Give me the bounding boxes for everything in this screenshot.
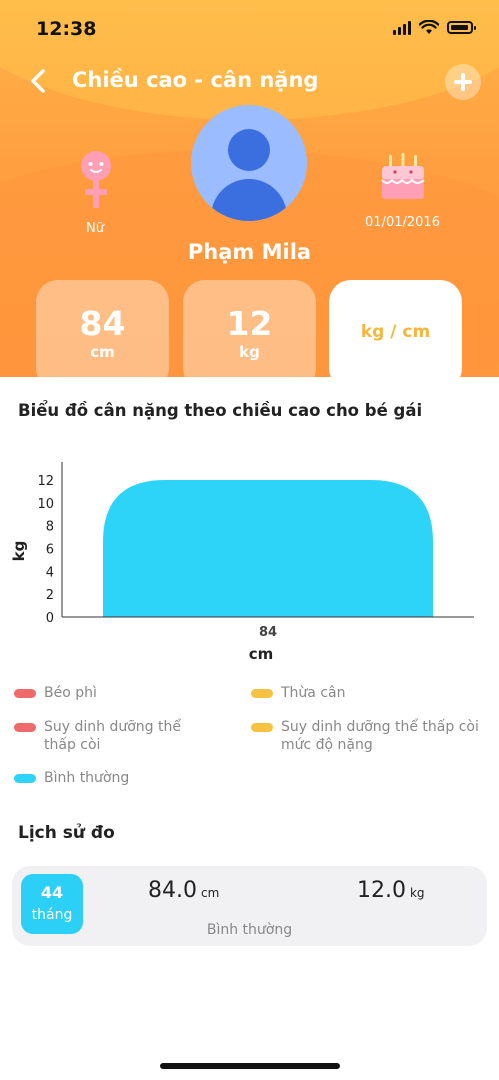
- height-value: 84: [79, 304, 126, 343]
- add-measurement-button[interactable]: [445, 64, 481, 100]
- battery-icon: [447, 21, 476, 34]
- legend-item: Béo phì: [14, 684, 234, 702]
- weight-value: 12: [226, 304, 273, 343]
- height-card: 84 cm: [36, 280, 169, 377]
- child-name: Phạm Mila: [187, 240, 312, 264]
- legend-label: Bình thường: [44, 770, 130, 786]
- weight-card: 12 kg: [183, 280, 316, 377]
- x-tick-label: 84: [259, 625, 277, 640]
- weight-height-chart: 0 2 4 6 8 10 12 84 kg cm: [10, 462, 474, 663]
- history-height: 84.0 cm: [148, 878, 219, 903]
- normal-range-area: [103, 480, 433, 617]
- legend-label: Suy dinh dưỡng thể thấp còi mức độ nặng: [281, 719, 479, 753]
- weight-unit: kg: [239, 343, 260, 361]
- history-height-value: 84.0: [148, 878, 197, 903]
- y-tick-label: 12: [37, 474, 54, 489]
- status-icons: [393, 20, 476, 35]
- age-months-value: 44: [40, 883, 64, 902]
- y-axis-label: kg: [10, 541, 28, 562]
- history-status: Bình thường: [206, 922, 293, 938]
- birthday-cake-icon: [381, 153, 425, 199]
- legend-swatch: [14, 723, 36, 732]
- avatar-head: [228, 129, 270, 171]
- age-months-unit: tháng: [31, 907, 73, 923]
- profile-header: 12:38 Chiều cao - cân nặng Nữ: [0, 0, 499, 377]
- y-tick-label: 0: [46, 611, 54, 626]
- avatar-body: [211, 179, 287, 221]
- history-weight-value: 12.0: [357, 878, 406, 903]
- legend-swatch: [14, 774, 36, 783]
- chart-title: Biểu đồ cân nặng theo chiều cao cho bé g…: [18, 401, 423, 420]
- chart-legend: Béo phì Thừa cân Suy dinh dưỡng thể thấp…: [0, 682, 499, 802]
- cellular-signal-icon: [393, 20, 411, 35]
- female-gender-icon: [81, 151, 111, 208]
- legend-label: Thừa cân: [281, 685, 346, 701]
- back-arrow-icon[interactable]: [26, 66, 52, 96]
- y-tick-label: 10: [37, 497, 54, 512]
- avatar[interactable]: [191, 105, 307, 221]
- legend-item: Bình thường: [14, 769, 234, 787]
- home-indicator[interactable]: [160, 1063, 340, 1069]
- history-title: Lịch sử đo: [18, 823, 115, 843]
- legend-swatch: [251, 723, 273, 732]
- y-tick-label: 6: [46, 543, 54, 558]
- legend-swatch: [251, 689, 273, 698]
- legend-label: Suy dinh dưỡng thể thấp còi: [44, 719, 181, 753]
- age-badge: 44 tháng: [21, 874, 83, 934]
- legend-item: Suy dinh dưỡng thể thấp còi mức độ nặng: [251, 718, 486, 754]
- status-time: 12:38: [36, 18, 97, 40]
- x-axis-label: cm: [249, 645, 274, 663]
- y-tick-label: 4: [46, 565, 54, 580]
- gender-label: Nữ: [86, 221, 104, 236]
- history-record[interactable]: 44 tháng 84.0 cm 12.0 kg Bình thường: [12, 866, 487, 946]
- legend-item: Suy dinh dưỡng thể thấp còi: [14, 718, 209, 754]
- history-weight-unit: kg: [409, 886, 425, 900]
- history-height-unit: cm: [200, 886, 220, 900]
- y-tick-label: 8: [46, 520, 54, 535]
- legend-swatch: [14, 689, 36, 698]
- legend-item: Thừa cân: [251, 684, 481, 702]
- page-title: Chiều cao - cân nặng: [72, 68, 319, 92]
- wifi-icon: [419, 20, 439, 34]
- legend-label: Béo phì: [44, 685, 97, 701]
- history-weight: 12.0 kg: [357, 878, 425, 903]
- height-unit: cm: [90, 343, 115, 361]
- y-tick-label: 2: [46, 588, 54, 603]
- unit-toggle-button[interactable]: kg / cm: [329, 280, 462, 377]
- date-of-birth: 01/01/2016: [365, 215, 440, 230]
- unit-toggle-label: kg / cm: [360, 322, 431, 342]
